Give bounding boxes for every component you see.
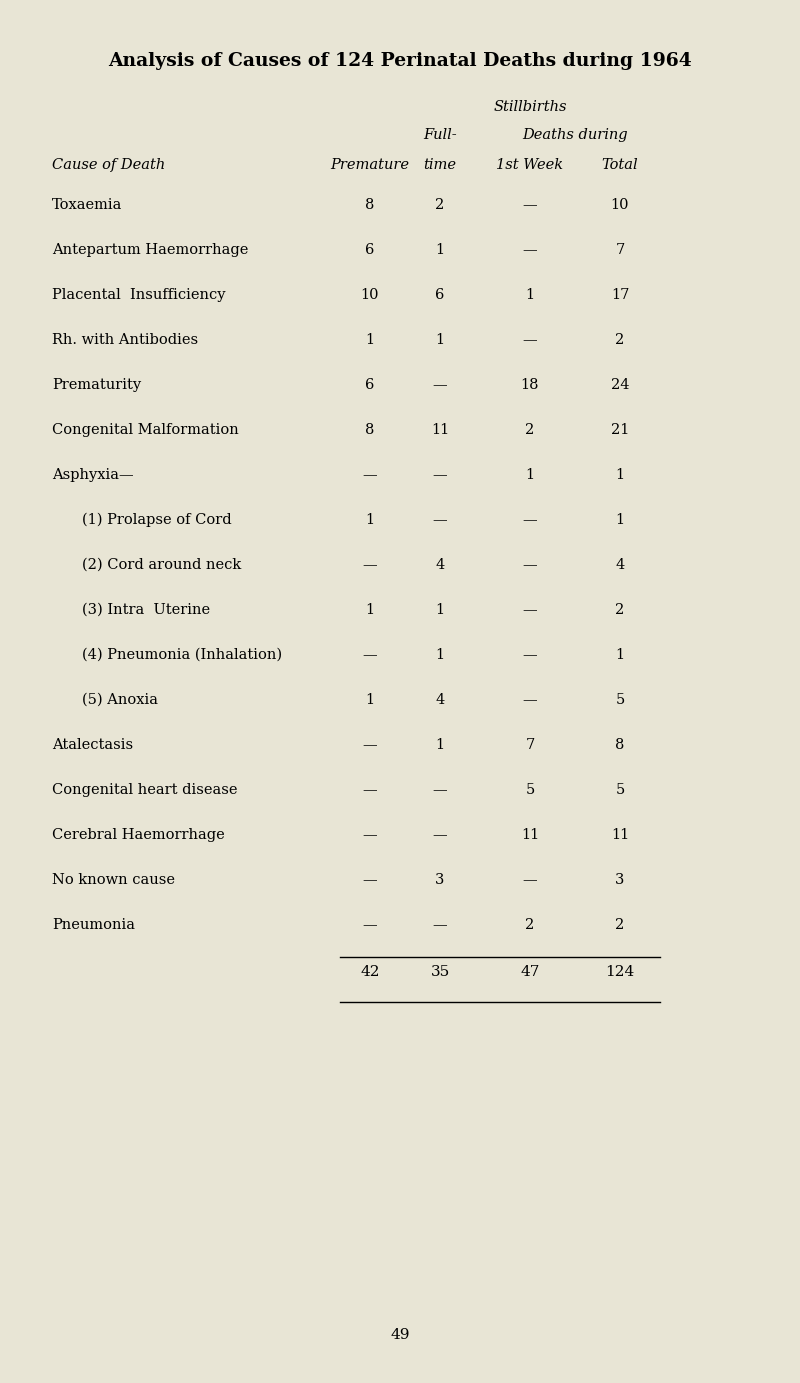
Text: 2: 2	[526, 423, 534, 437]
Text: 8: 8	[366, 423, 374, 437]
Text: —: —	[522, 557, 538, 573]
Text: —: —	[433, 467, 447, 483]
Text: 2: 2	[615, 333, 625, 347]
Text: Toxaemia: Toxaemia	[52, 198, 122, 212]
Text: —: —	[362, 828, 378, 842]
Text: Prematurity: Prematurity	[52, 378, 141, 391]
Text: 2: 2	[615, 918, 625, 932]
Text: Total: Total	[602, 158, 638, 171]
Text: 1: 1	[366, 603, 374, 617]
Text: Asphyxia—: Asphyxia—	[52, 467, 134, 483]
Text: 24: 24	[610, 378, 630, 391]
Text: 47: 47	[520, 965, 540, 979]
Text: No known cause: No known cause	[52, 873, 175, 887]
Text: Stillbirths: Stillbirths	[494, 100, 566, 113]
Text: Cause of Death: Cause of Death	[52, 158, 166, 171]
Text: (4) Pneumonia (Inhalation): (4) Pneumonia (Inhalation)	[82, 649, 282, 662]
Text: Analysis of Causes of 124 Perinatal Deaths during 1964: Analysis of Causes of 124 Perinatal Deat…	[108, 53, 692, 71]
Text: Rh. with Antibodies: Rh. with Antibodies	[52, 333, 198, 347]
Text: —: —	[522, 693, 538, 707]
Text: —: —	[433, 828, 447, 842]
Text: Cerebral Haemorrhage: Cerebral Haemorrhage	[52, 828, 225, 842]
Text: 5: 5	[526, 783, 534, 797]
Text: 2: 2	[435, 198, 445, 212]
Text: 17: 17	[611, 288, 629, 301]
Text: —: —	[522, 649, 538, 662]
Text: 42: 42	[360, 965, 380, 979]
Text: 4: 4	[435, 557, 445, 573]
Text: —: —	[362, 557, 378, 573]
Text: 1: 1	[526, 288, 534, 301]
Text: 5: 5	[615, 693, 625, 707]
Text: 1: 1	[615, 649, 625, 662]
Text: 7: 7	[615, 243, 625, 257]
Text: 1: 1	[435, 739, 445, 752]
Text: Atalectasis: Atalectasis	[52, 739, 133, 752]
Text: 3: 3	[615, 873, 625, 887]
Text: —: —	[522, 333, 538, 347]
Text: 35: 35	[430, 965, 450, 979]
Text: —: —	[433, 378, 447, 391]
Text: —: —	[362, 467, 378, 483]
Text: (3) Intra  Uterine: (3) Intra Uterine	[82, 603, 210, 617]
Text: 6: 6	[366, 243, 374, 257]
Text: 6: 6	[366, 378, 374, 391]
Text: Antepartum Haemorrhage: Antepartum Haemorrhage	[52, 243, 248, 257]
Text: 18: 18	[521, 378, 539, 391]
Text: 1: 1	[366, 333, 374, 347]
Text: Congenital Malformation: Congenital Malformation	[52, 423, 238, 437]
Text: —: —	[362, 649, 378, 662]
Text: 1st Week: 1st Week	[497, 158, 563, 171]
Text: 1: 1	[435, 649, 445, 662]
Text: 1: 1	[366, 513, 374, 527]
Text: —: —	[522, 873, 538, 887]
Text: —: —	[362, 918, 378, 932]
Text: —: —	[433, 918, 447, 932]
Text: (5) Anoxia: (5) Anoxia	[82, 693, 158, 707]
Text: 124: 124	[606, 965, 634, 979]
Text: 1: 1	[435, 333, 445, 347]
Text: 4: 4	[435, 693, 445, 707]
Text: 1: 1	[526, 467, 534, 483]
Text: 1: 1	[615, 467, 625, 483]
Text: 11: 11	[431, 423, 449, 437]
Text: 11: 11	[521, 828, 539, 842]
Text: 1: 1	[615, 513, 625, 527]
Text: —: —	[522, 513, 538, 527]
Text: —: —	[433, 513, 447, 527]
Text: —: —	[522, 198, 538, 212]
Text: Premature: Premature	[330, 158, 410, 171]
Text: —: —	[522, 603, 538, 617]
Text: —: —	[433, 783, 447, 797]
Text: Placental  Insufficiency: Placental Insufficiency	[52, 288, 226, 301]
Text: 7: 7	[526, 739, 534, 752]
Text: 10: 10	[610, 198, 630, 212]
Text: 3: 3	[435, 873, 445, 887]
Text: Full-: Full-	[423, 129, 457, 142]
Text: —: —	[362, 783, 378, 797]
Text: 8: 8	[366, 198, 374, 212]
Text: (2) Cord around neck: (2) Cord around neck	[82, 557, 242, 573]
Text: 4: 4	[615, 557, 625, 573]
Text: Pneumonia: Pneumonia	[52, 918, 135, 932]
Text: 2: 2	[615, 603, 625, 617]
Text: 1: 1	[366, 693, 374, 707]
Text: 1: 1	[435, 603, 445, 617]
Text: —: —	[362, 739, 378, 752]
Text: 8: 8	[615, 739, 625, 752]
Text: Deaths during: Deaths during	[522, 129, 628, 142]
Text: 2: 2	[526, 918, 534, 932]
Text: 21: 21	[611, 423, 629, 437]
Text: 11: 11	[611, 828, 629, 842]
Text: 1: 1	[435, 243, 445, 257]
Text: Congenital heart disease: Congenital heart disease	[52, 783, 238, 797]
Text: (1) Prolapse of Cord: (1) Prolapse of Cord	[82, 513, 232, 527]
Text: time: time	[423, 158, 457, 171]
Text: 10: 10	[361, 288, 379, 301]
Text: 5: 5	[615, 783, 625, 797]
Text: —: —	[362, 873, 378, 887]
Text: 6: 6	[435, 288, 445, 301]
Text: 49: 49	[390, 1328, 410, 1342]
Text: —: —	[522, 243, 538, 257]
